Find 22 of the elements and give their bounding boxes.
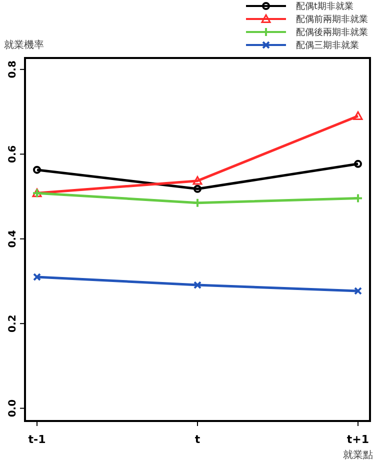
y-tick-label: 0.4 (8, 230, 18, 248)
point (192, 176, 202, 185)
y-tick-label: 0.2 (8, 314, 18, 332)
legend-label: 配偶後兩期非就業 (296, 27, 368, 38)
y-tick-label: 0.0 (8, 399, 18, 418)
legend-label: 配偶t期非就業 (296, 1, 354, 12)
x-axis-title: 就業點 (343, 449, 373, 461)
point (354, 160, 362, 168)
x-tick-label: t+1 (346, 433, 370, 446)
point (353, 111, 363, 120)
point (33, 272, 41, 281)
y-tick-label: 0.8 (8, 60, 18, 78)
point (194, 281, 202, 290)
y-axis-title: 就業機率 (4, 39, 44, 51)
point (354, 286, 362, 295)
y-tick-label: 0.6 (8, 145, 18, 164)
legend-label: 配偶三期非就業 (296, 40, 359, 52)
x-tick-label: t (194, 433, 200, 446)
x-tick-label: t-1 (28, 433, 46, 446)
point (33, 166, 41, 174)
point (194, 184, 202, 193)
legend-label: 配偶前兩期非就業 (296, 14, 368, 26)
